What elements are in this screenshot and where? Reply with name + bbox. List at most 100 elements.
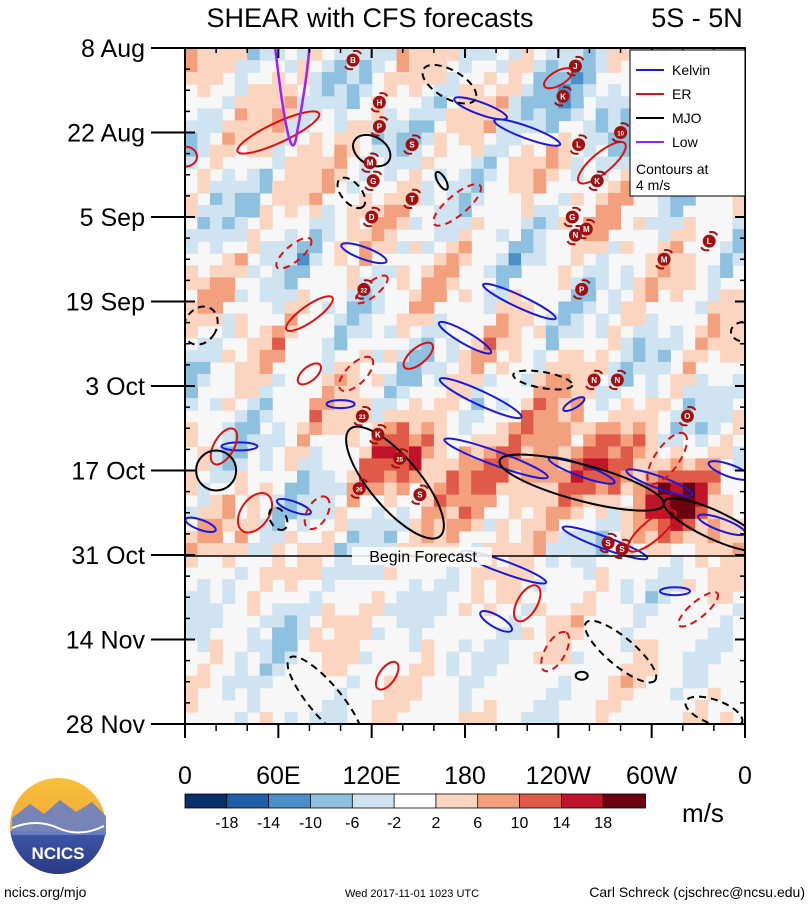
field-cell bbox=[483, 494, 497, 508]
storm-icon bbox=[372, 95, 386, 109]
field-cell bbox=[521, 144, 534, 158]
field-cell bbox=[222, 144, 236, 158]
field-cell bbox=[682, 386, 696, 399]
field-cell bbox=[234, 313, 248, 327]
field-cell bbox=[633, 506, 646, 520]
kelvin-contour bbox=[697, 513, 745, 537]
field-cell bbox=[185, 60, 198, 73]
field-cell bbox=[633, 651, 646, 665]
field-cell bbox=[421, 434, 435, 447]
field-cell bbox=[371, 289, 385, 303]
field-cell bbox=[570, 506, 584, 520]
storm-arm bbox=[562, 86, 572, 91]
field-cell bbox=[297, 289, 310, 303]
field-cell bbox=[645, 518, 659, 532]
legend-label-kelvin: Kelvin bbox=[672, 62, 710, 78]
field-cell bbox=[222, 120, 236, 134]
field-cell bbox=[433, 398, 447, 411]
colorbar-unit: m/s bbox=[682, 798, 724, 828]
field-cell bbox=[421, 506, 435, 520]
field-cell bbox=[359, 84, 373, 97]
storm-arm bbox=[687, 405, 697, 411]
field-cell bbox=[633, 410, 646, 423]
field-cell bbox=[222, 458, 236, 472]
field-cell bbox=[309, 229, 323, 242]
field-cell bbox=[359, 627, 373, 641]
colorbar-label: 18 bbox=[594, 815, 612, 832]
field-cell bbox=[508, 241, 522, 254]
field-cell bbox=[670, 530, 684, 544]
field-cell bbox=[545, 373, 559, 387]
field-cell bbox=[533, 434, 547, 447]
field-cell bbox=[695, 506, 709, 520]
storm-arm bbox=[411, 134, 422, 140]
field-cell bbox=[508, 168, 522, 182]
field-cell bbox=[272, 373, 286, 387]
field-cell bbox=[321, 410, 335, 423]
field-cell bbox=[545, 542, 559, 556]
field-cell bbox=[458, 410, 472, 423]
field-cell bbox=[533, 84, 547, 97]
field-cell bbox=[558, 506, 572, 520]
field-cell bbox=[234, 651, 248, 665]
field-cell bbox=[521, 241, 534, 254]
field-cell bbox=[458, 229, 472, 242]
field-cell bbox=[521, 156, 534, 170]
field-cell bbox=[185, 482, 198, 496]
storm-icon bbox=[371, 427, 385, 441]
field-cell bbox=[346, 470, 360, 484]
field-cell bbox=[545, 651, 559, 665]
mjo-contour bbox=[512, 369, 574, 391]
field-cell bbox=[433, 229, 447, 242]
field-cell bbox=[533, 156, 547, 170]
field-cell bbox=[297, 458, 310, 472]
storm-icon bbox=[568, 59, 582, 73]
field-cell bbox=[222, 591, 236, 604]
field-cell bbox=[209, 446, 223, 460]
field-cell bbox=[321, 361, 335, 375]
field-cell bbox=[446, 265, 460, 278]
field-cell bbox=[458, 120, 472, 134]
storm-arm bbox=[563, 222, 573, 228]
field-cell bbox=[421, 265, 435, 278]
mjo-contour bbox=[684, 695, 744, 724]
field-cell bbox=[483, 265, 497, 278]
field-cell bbox=[321, 422, 335, 435]
field-cell bbox=[483, 325, 497, 339]
field-cell bbox=[695, 699, 709, 713]
storm-arm bbox=[373, 170, 383, 176]
field-cell bbox=[608, 410, 622, 423]
region-label: 5S - 5N bbox=[651, 3, 743, 33]
field-cell bbox=[707, 542, 721, 556]
field-cell bbox=[483, 470, 497, 484]
field-cell bbox=[608, 289, 622, 303]
field-cell bbox=[209, 349, 223, 363]
storm-label: M bbox=[661, 255, 668, 264]
field-cell bbox=[608, 204, 622, 218]
field-cell bbox=[533, 180, 547, 194]
field-cell bbox=[297, 48, 310, 61]
field-cell bbox=[359, 567, 373, 580]
low-contour bbox=[273, 48, 311, 147]
field-cell bbox=[185, 373, 198, 387]
field-cell bbox=[670, 434, 684, 447]
storm-marker: K bbox=[368, 424, 387, 445]
field-cell bbox=[222, 506, 236, 520]
storm-icon bbox=[365, 210, 379, 224]
storm-arm bbox=[585, 385, 595, 391]
field-cell bbox=[732, 386, 745, 399]
field-cell bbox=[558, 434, 572, 447]
field-cell bbox=[545, 120, 559, 134]
field-cell bbox=[222, 494, 236, 508]
field-cell bbox=[545, 627, 559, 641]
field-cell bbox=[272, 277, 286, 291]
field-cell bbox=[458, 639, 472, 653]
field-cell bbox=[284, 289, 298, 303]
field-cell bbox=[533, 470, 547, 484]
storm-arm bbox=[359, 478, 369, 484]
field-cell bbox=[247, 192, 261, 206]
field-cell bbox=[545, 156, 559, 170]
x-tick-label: 0 bbox=[738, 762, 752, 790]
field-cell bbox=[272, 253, 286, 266]
storm-arm bbox=[350, 494, 360, 499]
